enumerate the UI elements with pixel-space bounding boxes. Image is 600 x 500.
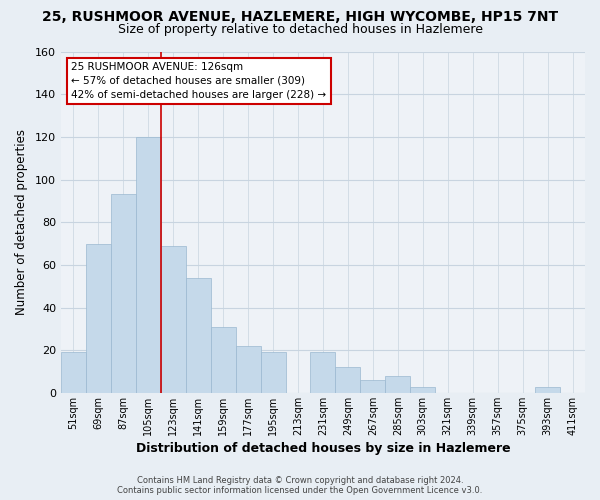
Bar <box>136 137 161 393</box>
Bar <box>186 278 211 393</box>
Bar <box>111 194 136 393</box>
Text: 25 RUSHMOOR AVENUE: 126sqm
← 57% of detached houses are smaller (309)
42% of sem: 25 RUSHMOOR AVENUE: 126sqm ← 57% of deta… <box>71 62 326 100</box>
Bar <box>385 376 410 393</box>
Bar <box>61 352 86 393</box>
Bar <box>410 386 435 393</box>
Text: 25, RUSHMOOR AVENUE, HAZLEMERE, HIGH WYCOMBE, HP15 7NT: 25, RUSHMOOR AVENUE, HAZLEMERE, HIGH WYC… <box>42 10 558 24</box>
Bar <box>161 246 186 393</box>
X-axis label: Distribution of detached houses by size in Hazlemere: Distribution of detached houses by size … <box>136 442 510 455</box>
Bar <box>361 380 385 393</box>
Text: Size of property relative to detached houses in Hazlemere: Size of property relative to detached ho… <box>118 22 482 36</box>
Bar <box>310 352 335 393</box>
Bar <box>211 327 236 393</box>
Bar <box>260 352 286 393</box>
Bar <box>86 244 111 393</box>
Bar <box>335 368 361 393</box>
Text: Contains HM Land Registry data © Crown copyright and database right 2024.
Contai: Contains HM Land Registry data © Crown c… <box>118 476 482 495</box>
Bar <box>236 346 260 393</box>
Y-axis label: Number of detached properties: Number of detached properties <box>15 129 28 315</box>
Bar <box>535 386 560 393</box>
